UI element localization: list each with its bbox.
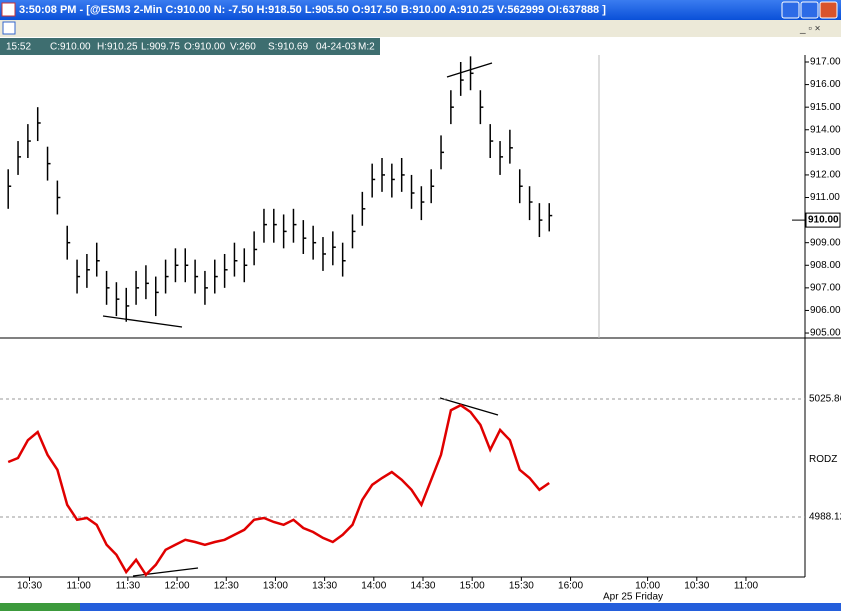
close-button[interactable] <box>819 1 838 19</box>
doc-icon <box>2 21 16 35</box>
taskbar <box>0 603 841 611</box>
trend-line <box>446 62 493 78</box>
x-tick-label: 13:00 <box>263 581 288 592</box>
mdi-buttons[interactable]: _ ▫ × <box>799 24 821 35</box>
info-field: H:910.25 <box>97 42 138 53</box>
y-tick-label: 905.00 <box>810 328 841 339</box>
title-bar <box>0 0 841 20</box>
x-tick-label: 10:30 <box>17 581 42 592</box>
info-field: V:260 <box>230 42 256 53</box>
x-tick-label: 11:30 <box>116 581 141 592</box>
trend-line <box>102 315 183 328</box>
y-tick-label: 5025.86 <box>809 394 841 405</box>
y-tick-label: 907.00 <box>810 283 841 294</box>
x-tick-label: 13:30 <box>312 581 337 592</box>
y-tick-label: 914.00 <box>810 124 841 135</box>
indicator-label: RODZ <box>809 454 837 465</box>
y-tick-label: 916.00 <box>810 79 841 90</box>
y-tick-label: 909.00 <box>810 237 841 248</box>
info-field: 15:52 <box>6 42 31 53</box>
info-field: M:2 <box>358 42 375 53</box>
y-tick-label: 915.00 <box>810 102 841 113</box>
menu-strip <box>0 20 841 37</box>
y-tick-label: 908.00 <box>810 260 841 271</box>
x-tick-label: 16:00 <box>558 581 583 592</box>
app-icon <box>1 2 16 17</box>
window-title: 3:50:08 PM - [@ESM3 2-Min C:910.00 N: -7… <box>19 4 606 16</box>
x-tick-label: 12:00 <box>165 581 190 592</box>
y-tick-label: 911.00 <box>810 192 840 203</box>
x-tick-label: 14:30 <box>410 581 435 592</box>
x-tick-label: 15:00 <box>460 581 485 592</box>
y-tick-label: 913.00 <box>810 147 841 158</box>
indicator-line <box>7 403 550 577</box>
info-field: C:910.00 <box>50 42 91 53</box>
trend-line <box>132 567 199 577</box>
x-tick-label: 11:00 <box>734 581 759 592</box>
trend-line <box>439 397 499 416</box>
info-field: 04-24-03 <box>316 42 356 53</box>
indicator-panel <box>0 338 841 603</box>
maximize-button[interactable] <box>800 1 819 19</box>
last-price-label: 910.00 <box>808 215 839 226</box>
price-panel <box>0 37 841 338</box>
info-field: L:909.75 <box>141 42 180 53</box>
y-tick-label: 4988.12 <box>809 512 841 523</box>
x-tick-label: 10:00 <box>635 581 660 592</box>
y-tick-label: 912.00 <box>810 170 841 181</box>
start-button[interactable] <box>0 603 80 611</box>
minimize-button[interactable] <box>781 1 800 19</box>
y-tick-label: 906.00 <box>810 305 841 316</box>
last-price-box <box>805 212 841 228</box>
x-tick-label: 11:00 <box>67 581 92 592</box>
x-tick-label: 15:30 <box>509 581 534 592</box>
y-tick-label: 917.00 <box>810 57 841 68</box>
x-tick-label: 10:30 <box>684 581 709 592</box>
info-field: O:910.00 <box>184 42 226 53</box>
info-strip <box>0 38 380 55</box>
info-group: 15:52 C:910.00 H:910.25 L:909.75 O:910.00 V:2… <box>6 42 375 53</box>
info-field: S:910.69 <box>268 42 308 53</box>
date-annotation: Apr 25 Friday <box>603 592 663 603</box>
x-tick-label: 12:30 <box>214 581 239 592</box>
x-tick-label: 14:00 <box>361 581 386 592</box>
